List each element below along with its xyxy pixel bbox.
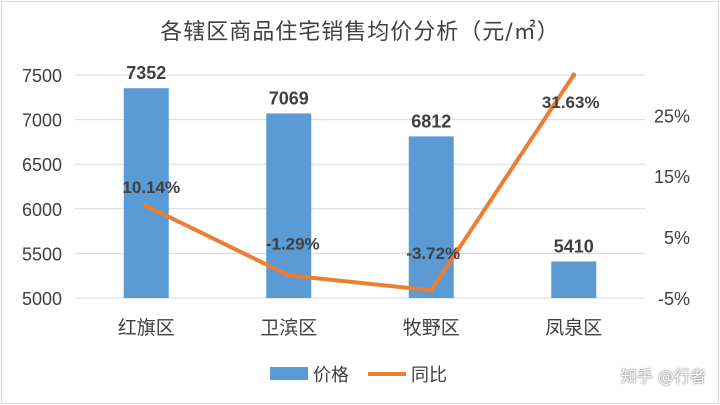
bar-牧野区 (408, 136, 454, 298)
bar-value-label: 6812 (411, 111, 451, 131)
y-right-tick-label: 15% (654, 167, 690, 187)
x-tick-label: 牧野区 (403, 317, 460, 339)
legend-label-price: 价格 (313, 365, 349, 386)
line-value-label: -1.29% (266, 234, 320, 253)
line-value-label: 31.63% (542, 93, 600, 112)
x-tick-label: 红旗区 (118, 317, 175, 339)
y-right-tick-label: 5% (664, 228, 690, 248)
line-value-label: -3.72% (406, 244, 460, 263)
y-left-tick-label: 5000 (22, 289, 62, 309)
y-left-tick-label: 7500 (22, 66, 62, 86)
legend-label-yoy: 同比 (411, 365, 447, 386)
y-left-tick-label: 6000 (22, 200, 62, 220)
y-right-tick-label: -5% (658, 289, 690, 309)
x-tick-label: 卫滨区 (260, 317, 317, 339)
bar-value-label: 7352 (126, 63, 166, 83)
line-point (571, 72, 577, 78)
y-right-tick-label: 25% (654, 106, 690, 126)
bar-value-label: 5410 (554, 236, 594, 256)
watermark: 知乎 @行者 (620, 367, 706, 386)
bar-卫滨区 (266, 113, 312, 299)
line-point (428, 287, 434, 293)
line-point (143, 203, 149, 209)
legend-swatch-price (270, 367, 308, 380)
y-left-tick-label: 6500 (22, 155, 62, 175)
line-series-yoy (144, 73, 576, 293)
chart-title: 各辖区商品住宅销售均价分析（元/㎡） (160, 20, 560, 45)
bar-凤泉区 (551, 261, 597, 298)
line-value-label: 10.14% (122, 178, 180, 197)
y-left-tick-label: 7000 (22, 111, 62, 131)
bar-红旗区 (123, 88, 169, 298)
x-tick-label: 凤泉区 (545, 317, 602, 339)
bar-value-label: 7069 (269, 88, 309, 108)
line-point (286, 272, 292, 278)
y-left-tick-label: 5500 (22, 244, 62, 264)
